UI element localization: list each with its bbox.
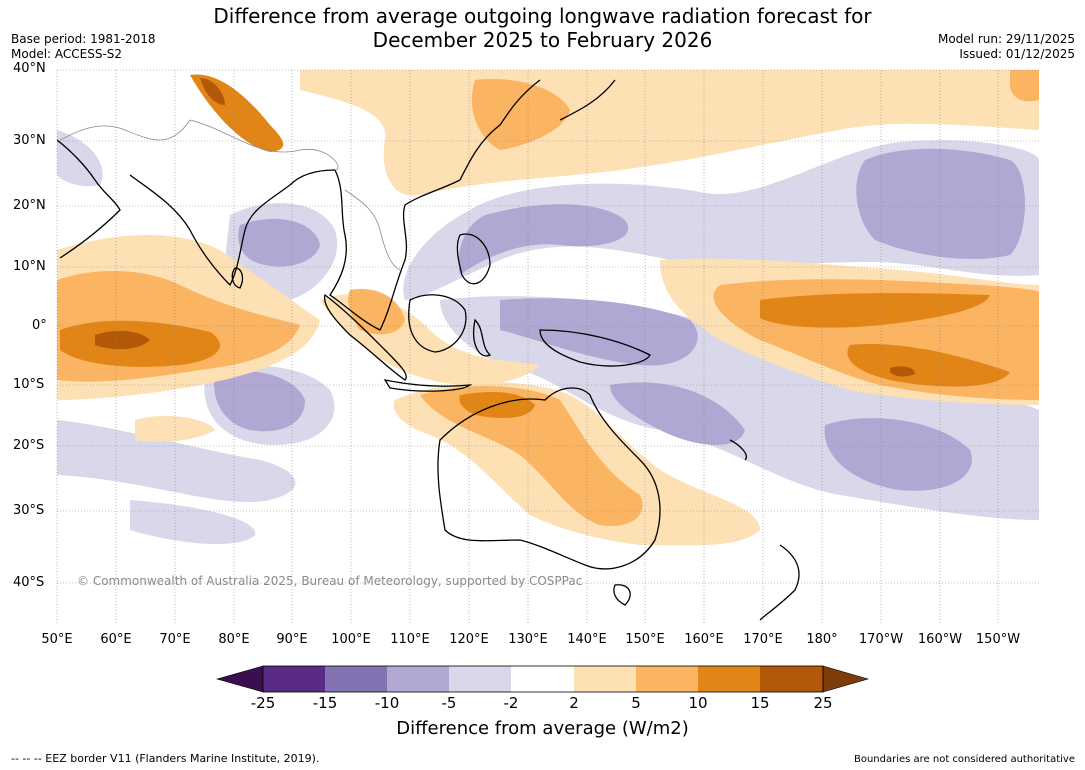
colorbar bbox=[215, 665, 870, 693]
colorbar-extend-low bbox=[215, 665, 264, 693]
colorbar-title: Difference from average (W/m2) bbox=[396, 718, 689, 739]
colorbar-bin-4 bbox=[449, 666, 511, 692]
colorbar-tick: -15 bbox=[312, 694, 338, 712]
australia-coast bbox=[437, 387, 661, 570]
lon-label: 160°E bbox=[684, 632, 724, 647]
colorbar-bin-7 bbox=[636, 666, 698, 692]
model-name: Model: ACCESS-S2 bbox=[11, 47, 123, 61]
sulawesi bbox=[473, 318, 492, 357]
lon-label: 170°E bbox=[743, 632, 783, 647]
colorbar-tick: 2 bbox=[569, 694, 579, 712]
new-zealand bbox=[759, 544, 800, 621]
lat-label: 40°S bbox=[13, 575, 45, 590]
colorbar-bin-2 bbox=[325, 666, 387, 692]
strong-negative-regions bbox=[214, 148, 1025, 491]
title-line-1: Difference from average outgoing longwav… bbox=[213, 4, 872, 28]
new-guinea bbox=[539, 329, 651, 367]
meta-right: Model run: 29/11/2025 Issued: 01/12/2025 bbox=[938, 32, 1075, 62]
coastlines bbox=[57, 79, 800, 621]
sumatra bbox=[323, 293, 407, 381]
lon-label: 170°W bbox=[858, 632, 904, 647]
lon-label: 80°E bbox=[218, 632, 250, 647]
map-title: Difference from average outgoing longwav… bbox=[0, 4, 1085, 52]
lat-label: 30°S bbox=[13, 503, 45, 518]
lon-label: 90°E bbox=[276, 632, 308, 647]
lat-label: 10°S bbox=[13, 377, 45, 392]
colorbar-bin-9 bbox=[760, 666, 823, 692]
colorbar-extend-high bbox=[822, 665, 870, 693]
anomaly-field bbox=[57, 70, 1039, 546]
lat-label: 20°S bbox=[13, 438, 45, 453]
sri-lanka bbox=[231, 267, 244, 289]
india-coast bbox=[129, 169, 336, 287]
lon-label: 110°E bbox=[390, 632, 430, 647]
colorbar-tick: -10 bbox=[374, 694, 400, 712]
lat-label: 0° bbox=[32, 318, 47, 333]
china-coast bbox=[459, 79, 541, 181]
colorbar-tick: -5 bbox=[441, 694, 457, 712]
colorbar-bin-1 bbox=[263, 666, 325, 692]
lon-label: 160°W bbox=[917, 632, 963, 647]
new-caledonia bbox=[729, 439, 747, 461]
colorbar-tick: -2 bbox=[503, 694, 519, 712]
title-line-2: December 2025 to February 2026 bbox=[372, 28, 713, 52]
arabia-coast bbox=[57, 139, 121, 259]
copyright-notice: © Commonwealth of Australia 2025, Bureau… bbox=[77, 574, 583, 588]
colorbar-tick: 5 bbox=[631, 694, 641, 712]
colorbar-bin-8 bbox=[698, 666, 760, 692]
lon-label: 180° bbox=[806, 632, 838, 647]
lon-label: 60°E bbox=[100, 632, 132, 647]
colorbar-tick: 15 bbox=[750, 694, 770, 712]
colorbar-tick: 25 bbox=[813, 694, 833, 712]
lat-label: 30°N bbox=[13, 133, 46, 148]
lon-label: 130°E bbox=[508, 632, 548, 647]
se-asia-coast bbox=[329, 169, 461, 331]
japan bbox=[559, 79, 616, 121]
colorbar-bin-6 bbox=[574, 666, 636, 692]
eez-note: -- -- -- EEZ border V11 (Flanders Marine… bbox=[11, 752, 320, 765]
lon-label: 150°E bbox=[625, 632, 665, 647]
tasmania bbox=[613, 584, 631, 606]
lon-label: 50°E bbox=[41, 632, 73, 647]
philippines bbox=[456, 233, 491, 285]
borneo bbox=[408, 294, 467, 353]
lat-label: 40°N bbox=[13, 61, 46, 76]
lat-label: 10°N bbox=[13, 259, 46, 274]
country-borders bbox=[59, 119, 401, 271]
very-strong-positive-regions bbox=[95, 78, 915, 377]
lon-label: 150°W bbox=[975, 632, 1021, 647]
issued-date: Issued: 01/12/2025 bbox=[959, 47, 1075, 61]
lon-label: 70°E bbox=[159, 632, 191, 647]
lon-label: 120°E bbox=[449, 632, 489, 647]
colorbar-tick: -25 bbox=[250, 694, 276, 712]
colorbar-bin-3 bbox=[387, 666, 449, 692]
boundaries-note: Boundaries are not considered authoritat… bbox=[853, 754, 1075, 765]
meta-left: Base period: 1981-2018 Model: ACCESS-S2 bbox=[11, 32, 156, 62]
model-run: Model run: 29/11/2025 bbox=[937, 32, 1075, 46]
colorbar-bin-5 bbox=[511, 666, 574, 692]
colorbar-tick: 10 bbox=[688, 694, 708, 712]
base-period: Base period: 1981-2018 bbox=[11, 32, 156, 46]
lon-label: 100°E bbox=[331, 632, 371, 647]
java bbox=[383, 379, 473, 392]
lat-label: 20°N bbox=[13, 198, 46, 213]
lon-label: 140°E bbox=[567, 632, 607, 647]
gridlines bbox=[56, 69, 1039, 623]
